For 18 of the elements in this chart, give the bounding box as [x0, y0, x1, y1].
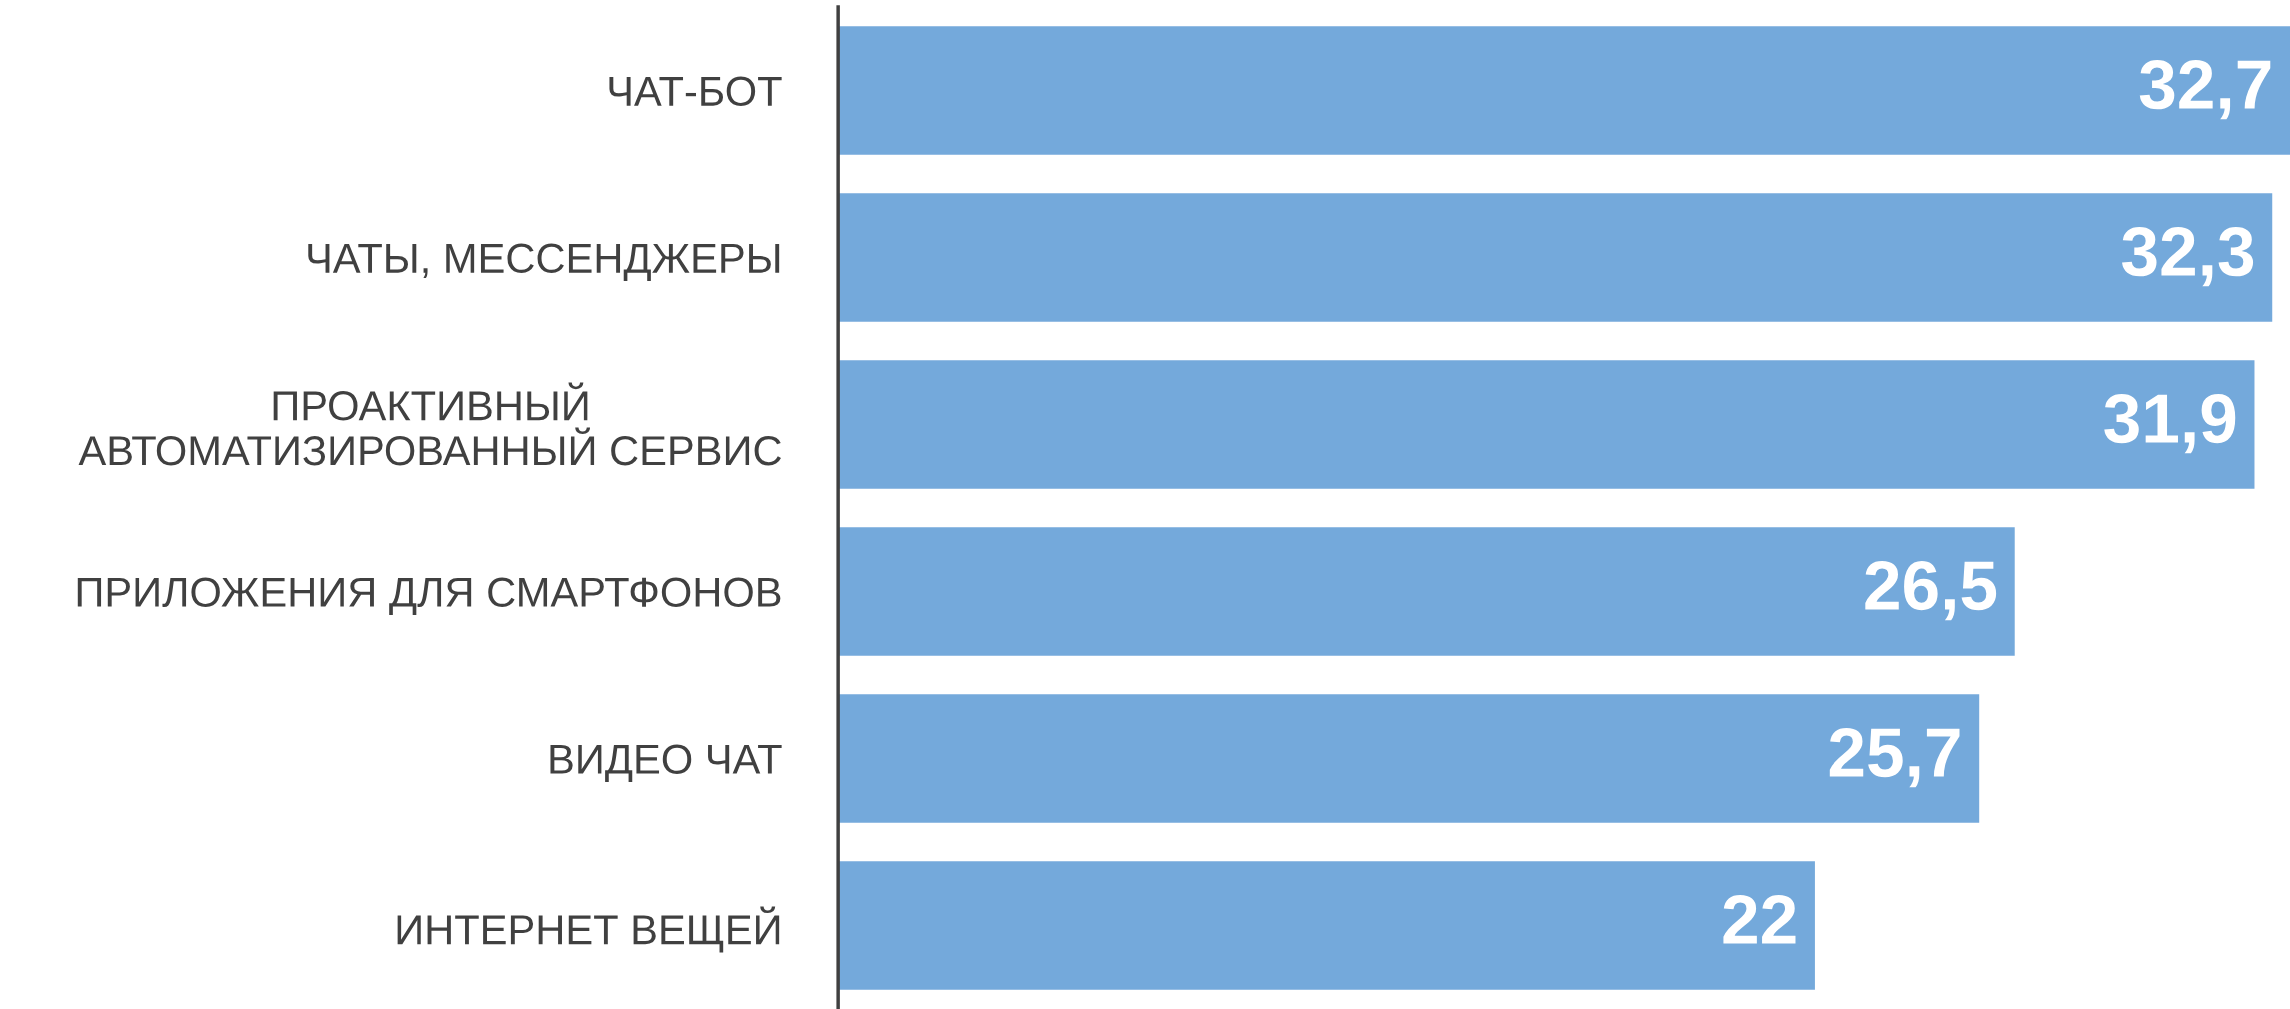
bar	[838, 527, 2015, 656]
data-label: 25,7	[1829, 727, 1960, 788]
bar	[838, 193, 2273, 322]
y-tick-label: ВИДЕО ЧАТ	[550, 744, 782, 782]
y-tick-label: ИНТЕРНЕТ ВЕЩЕЙ	[397, 906, 780, 953]
data-label: 32,7	[2139, 60, 2271, 120]
y-tick-label: ЧАТЫ, МЕССЕНДЖЕРЫ	[308, 243, 780, 281]
data-label: 31,9	[2104, 394, 2236, 454]
bar	[838, 694, 1980, 823]
bar	[838, 360, 2255, 489]
bar	[838, 26, 2290, 155]
data-label: 32,3	[2122, 227, 2254, 287]
data-label: 26,5	[1865, 560, 1997, 621]
y-tick-label: ЧАТ-БОТ	[609, 76, 782, 107]
y-tick-label: ПРИЛОЖЕНИЯ ДЛЯ СМАРТФОНОВ	[77, 577, 781, 615]
data-label: 22	[1723, 894, 1796, 944]
bar	[838, 861, 1815, 990]
y-tick-label: ПРОАКТИВНЫЙ АВТОМАТИЗИРОВАННЫЙ СЕРВИС	[78, 382, 781, 466]
